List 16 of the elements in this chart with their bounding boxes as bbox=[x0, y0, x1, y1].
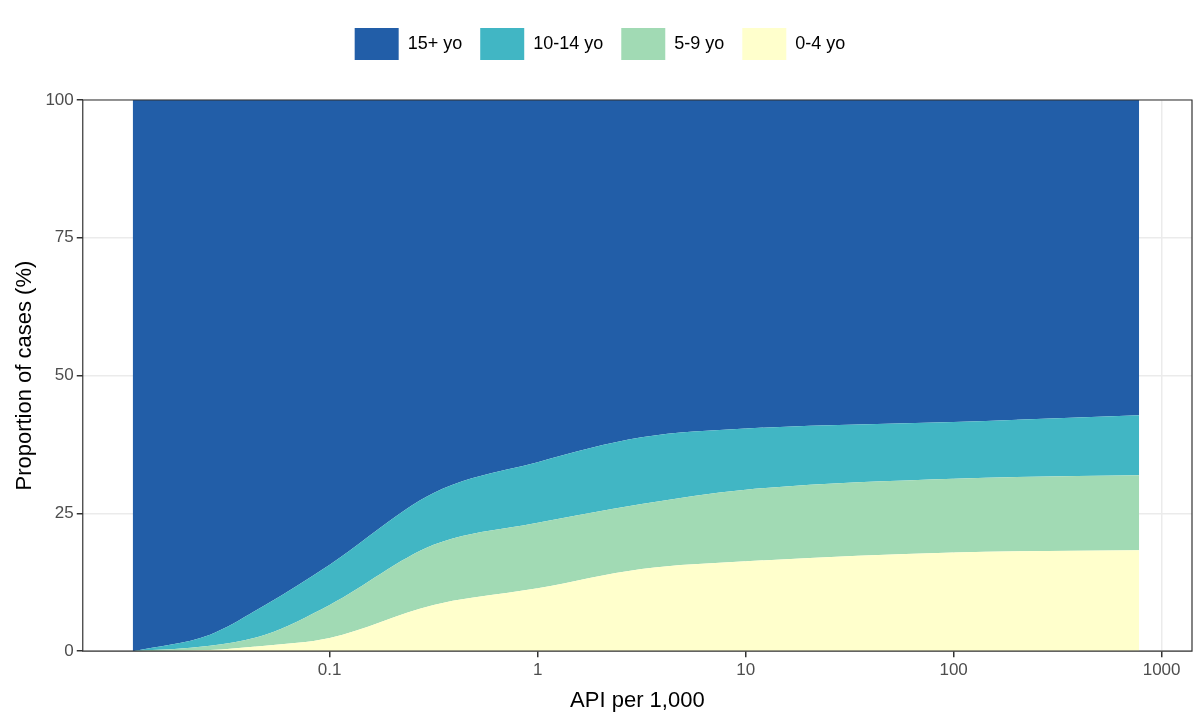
y-tick-label: 100 bbox=[45, 89, 74, 109]
x-tick-label: 1000 bbox=[1142, 660, 1181, 680]
legend-label: 0-4 yo bbox=[795, 32, 846, 53]
x-tick-label: 10 bbox=[736, 660, 756, 680]
x-tick-label: 0.1 bbox=[317, 660, 342, 680]
x-axis-title: API per 1,000 bbox=[570, 686, 705, 712]
y-tick-label: 0 bbox=[64, 640, 74, 660]
x-tick-label: 1 bbox=[532, 660, 543, 680]
y-tick-label: 50 bbox=[54, 365, 74, 385]
legend-label: 15+ yo bbox=[407, 32, 463, 53]
y-axis-title: Proportion of cases (%) bbox=[11, 260, 37, 491]
y-tick-label: 25 bbox=[54, 503, 74, 523]
y-tick-label: 75 bbox=[54, 227, 74, 247]
x-tick-label: 100 bbox=[939, 660, 968, 680]
legend-label: 10-14 yo bbox=[533, 32, 604, 53]
legend-label: 5-9 yo bbox=[674, 32, 725, 53]
